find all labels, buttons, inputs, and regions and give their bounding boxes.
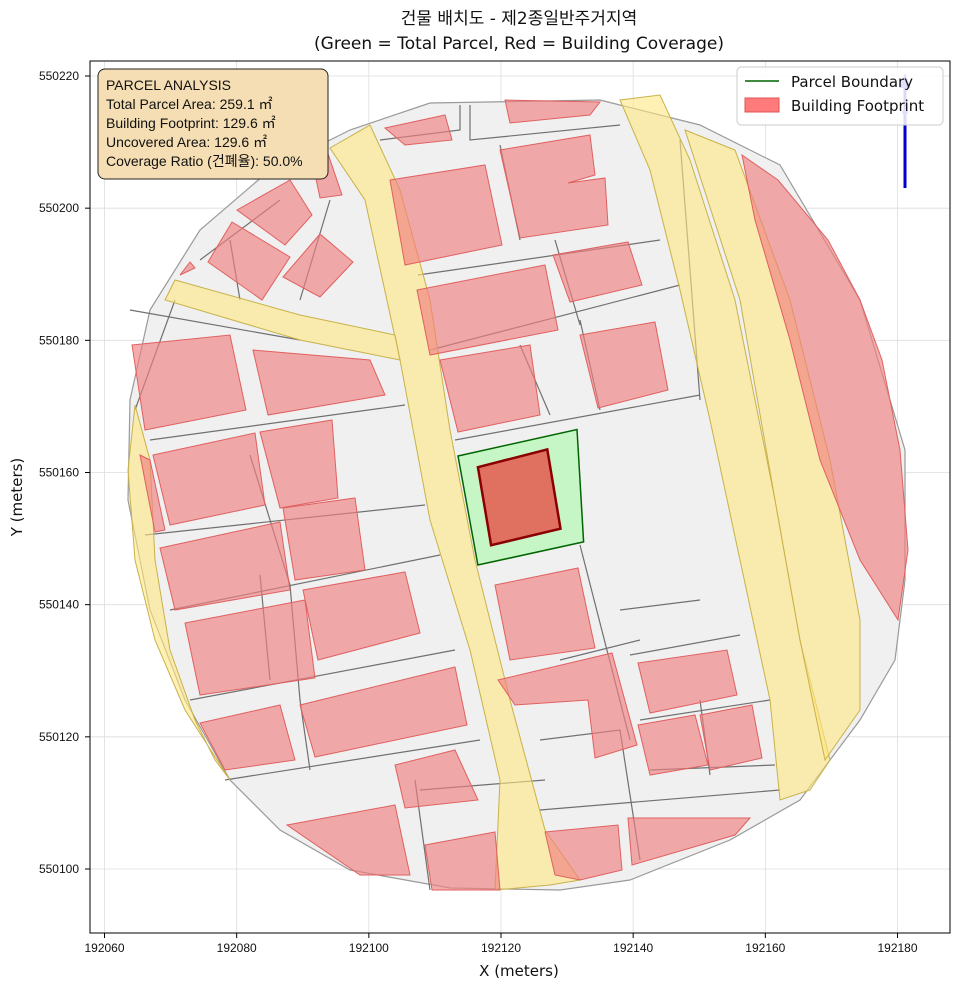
info-line-uncovered: Uncovered Area: 129.6 ㎡ bbox=[106, 134, 267, 150]
x-tick-label: 192140 bbox=[613, 941, 653, 955]
legend: Parcel Boundary Building Footprint bbox=[736, 66, 944, 126]
x-tick-label: 192060 bbox=[84, 941, 124, 955]
info-line-title: PARCEL ANALYSIS bbox=[106, 77, 231, 93]
parcel-analysis-box: PARCEL ANALYSIS Total Parcel Area: 259.1… bbox=[97, 68, 329, 180]
y-tick-label: 550120 bbox=[39, 730, 79, 744]
road-cross bbox=[164, 279, 401, 361]
x-tick-label: 192180 bbox=[877, 941, 917, 955]
axes-frame bbox=[89, 60, 951, 934]
map-layer bbox=[127, 73, 911, 891]
y-axis-label: Y (meters) bbox=[8, 458, 26, 538]
road-diagonal bbox=[329, 124, 581, 891]
legend-building-swatch bbox=[744, 97, 780, 113]
context-buildings bbox=[131, 99, 909, 891]
info-line-coverage-ratio: Coverage Ratio (건폐율): 50.0% bbox=[106, 153, 303, 169]
road-east-1 bbox=[619, 94, 831, 801]
road-west-arc bbox=[127, 404, 231, 781]
roads bbox=[127, 94, 861, 891]
chart-subtitle: (Green = Total Parcel, Red = Building Co… bbox=[314, 34, 724, 54]
y-tick-label: 550140 bbox=[39, 598, 79, 612]
target-building[interactable] bbox=[476, 447, 562, 547]
x-tick-label: 192080 bbox=[217, 941, 257, 955]
y-tick-label: 550100 bbox=[39, 862, 79, 876]
y-tick-label: 550220 bbox=[39, 69, 79, 83]
y-tick-label: 550160 bbox=[39, 466, 79, 480]
x-tick-label: 192160 bbox=[745, 941, 785, 955]
legend-building-label: Building Footprint bbox=[791, 97, 924, 115]
legend-parcel-label: Parcel Boundary bbox=[791, 73, 913, 91]
x-tick-label: 192100 bbox=[349, 941, 389, 955]
info-line-total-area: Total Parcel Area: 259.1 ㎡ bbox=[106, 96, 273, 112]
chart-title: 건물 배치도 - 제2종일반주거지역 bbox=[401, 9, 637, 29]
x-axis-ticks: 192060 192080 192100 192120 192140 192160 1921… bbox=[84, 933, 918, 955]
x-tick-label: 192120 bbox=[481, 941, 521, 955]
y-tick-label: 550200 bbox=[39, 201, 79, 215]
y-axis-ticks: 550100 550120 550140 550160 550180 550200 5502… bbox=[39, 69, 90, 876]
x-axis-label: X (meters) bbox=[479, 962, 559, 980]
info-line-footprint: Building Footprint: 129.6 ㎡ bbox=[106, 115, 276, 131]
y-tick-label: 550180 bbox=[39, 333, 79, 347]
